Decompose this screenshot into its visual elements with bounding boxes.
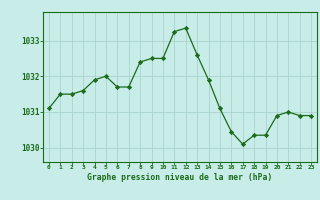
X-axis label: Graphe pression niveau de la mer (hPa): Graphe pression niveau de la mer (hPa) — [87, 173, 273, 182]
